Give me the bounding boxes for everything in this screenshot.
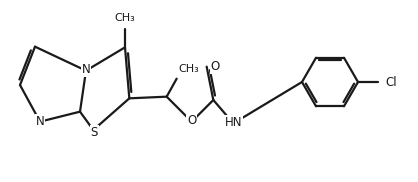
- Text: O: O: [211, 60, 220, 73]
- Text: O: O: [187, 114, 196, 127]
- Text: CH₃: CH₃: [178, 64, 199, 74]
- Text: HN: HN: [224, 116, 242, 129]
- Text: N: N: [82, 63, 90, 76]
- Text: N: N: [36, 115, 44, 128]
- Text: Cl: Cl: [385, 76, 397, 88]
- Text: CH₃: CH₃: [115, 13, 135, 23]
- Text: S: S: [91, 126, 98, 139]
